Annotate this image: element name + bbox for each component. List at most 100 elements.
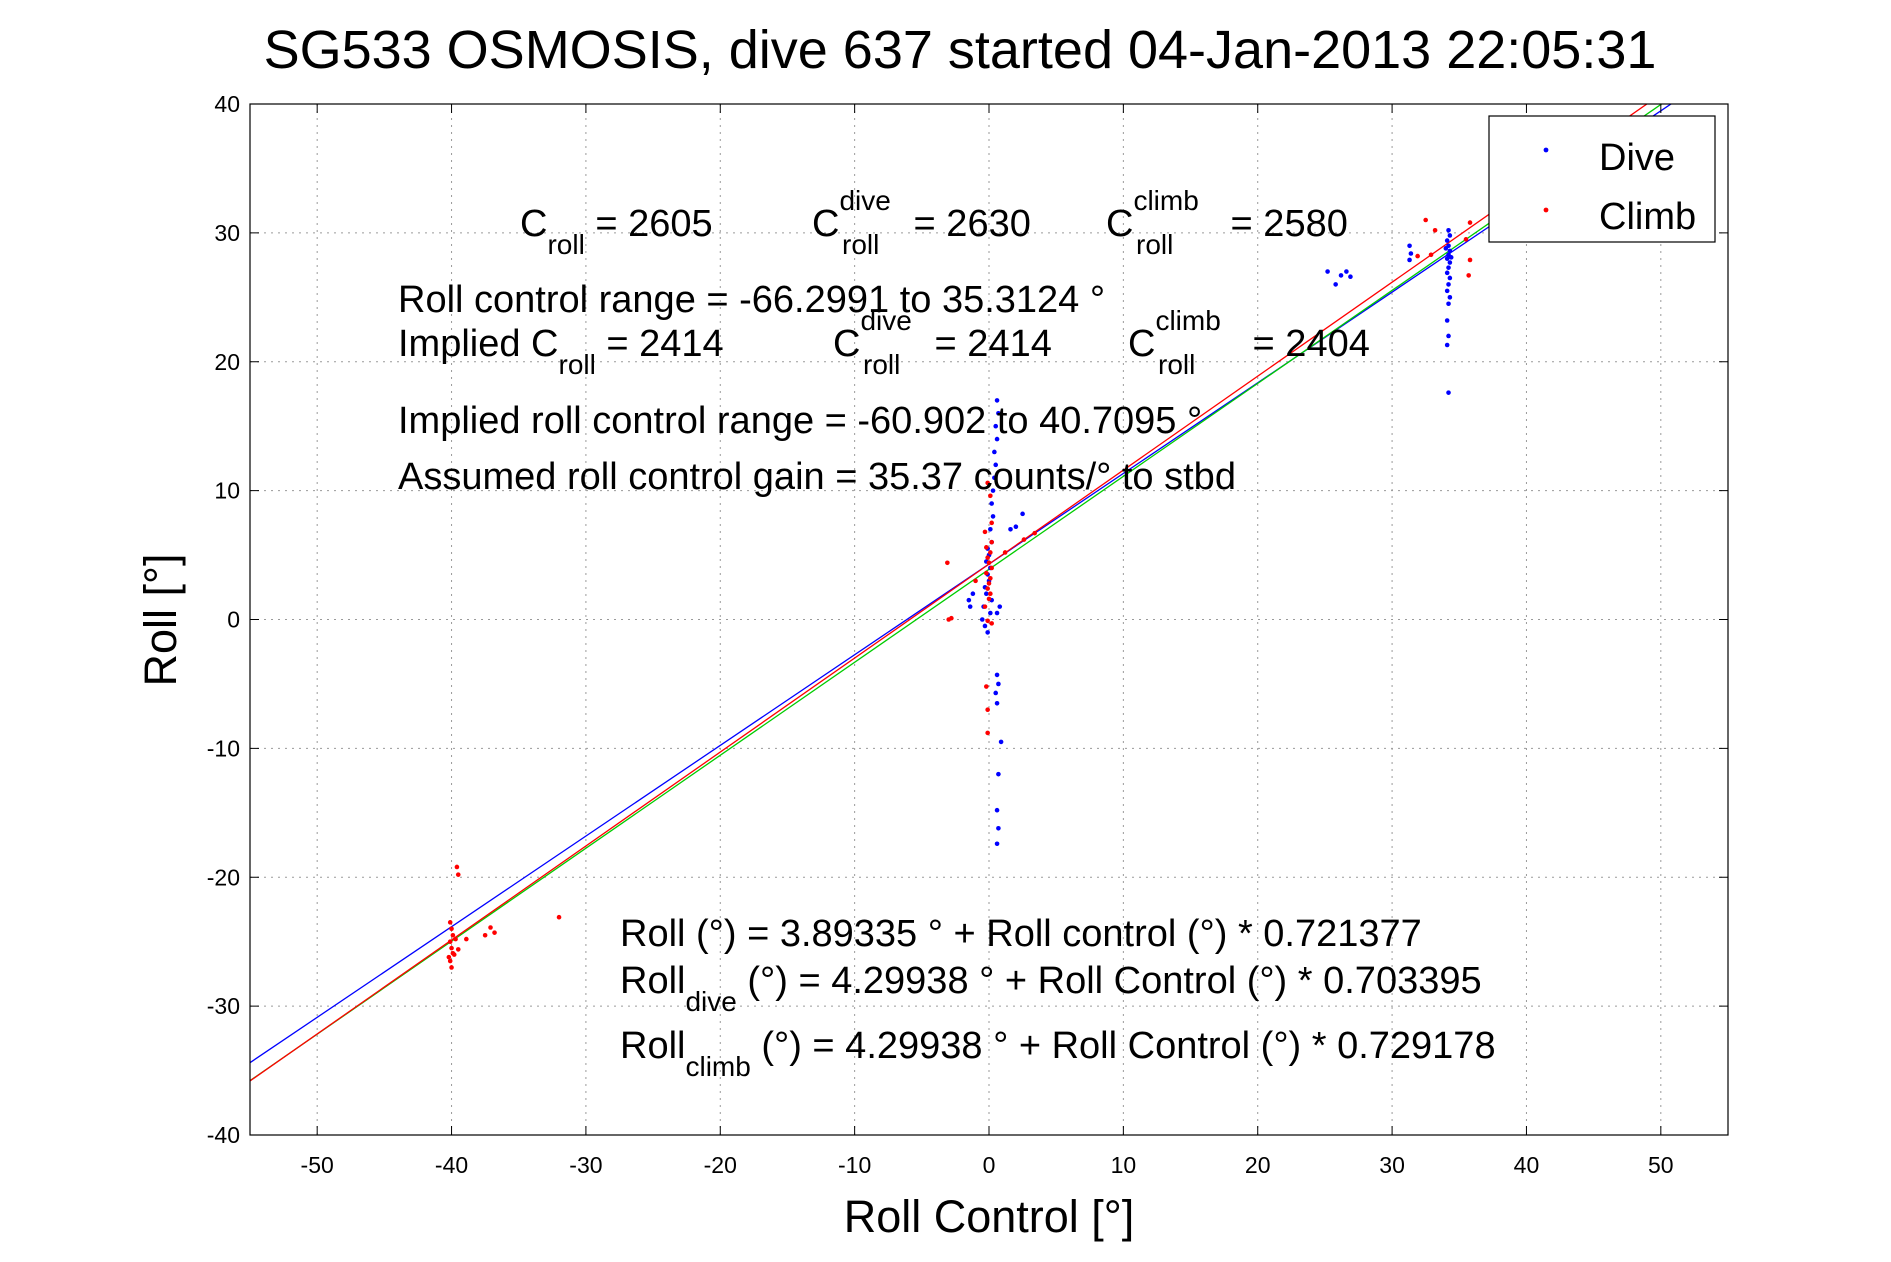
- climb-point: [449, 965, 454, 970]
- dive-point: [982, 623, 988, 629]
- climb-point: [989, 520, 994, 526]
- roll-control-range-text: Roll control range = -66.2991 to 35.3124…: [398, 279, 1105, 321]
- dive-point: [1446, 301, 1451, 307]
- fit-dive-sub: dive: [685, 986, 736, 1017]
- climb-point: [986, 596, 992, 602]
- legend-dive-marker: [1543, 147, 1549, 153]
- climb-point: [1415, 253, 1420, 259]
- dive-point: [1446, 390, 1451, 395]
- dive-point: [1446, 265, 1451, 270]
- implied-c-roll-sub: roll: [559, 349, 596, 380]
- dive-point: [1444, 238, 1450, 243]
- climb-point: [986, 581, 992, 586]
- climb-point: [450, 932, 456, 938]
- dive-point: [993, 462, 999, 468]
- climb-point: [447, 958, 453, 964]
- climb-point: [1428, 252, 1434, 258]
- dive-point: [1447, 260, 1453, 265]
- c-roll-annotation: Croll = 2605: [520, 203, 713, 260]
- climb-point: [989, 565, 994, 571]
- stats-annotations: Croll = 2605 Cdive roll = 2630 Cclimb roll…: [398, 185, 1496, 1082]
- dive-point: [1348, 274, 1353, 279]
- climb-point: [984, 570, 989, 576]
- y-tick-label: 10: [214, 478, 240, 504]
- x-tick-label: -40: [435, 1152, 468, 1178]
- implied-c-roll-prefix: Implied C: [398, 323, 559, 365]
- dive-point: [996, 771, 1001, 777]
- climb-point: [988, 575, 993, 581]
- axis-ticks: -50 -40 -30 -20 -10 0 10 20 30 40 50 -40 -30 -20 -10 0 1…: [207, 91, 1728, 1178]
- fit-climb-sub: climb: [685, 1051, 750, 1082]
- climb-point: [988, 591, 993, 597]
- climb-point: [1467, 257, 1473, 263]
- fit-dive-base: Roll: [620, 960, 685, 1002]
- legend-climb-label: Climb: [1599, 196, 1696, 238]
- climb-point: [482, 932, 488, 938]
- implied-c-roll-dive-sub: roll: [863, 349, 900, 380]
- climb-point: [449, 945, 454, 951]
- legend: Dive Climb: [1488, 115, 1716, 243]
- dive-point: [979, 617, 985, 622]
- climb-point: [1032, 530, 1037, 536]
- c-roll-climb-annotation: Cclimb roll = 2580: [1106, 185, 1348, 260]
- x-tick-label: 0: [983, 1152, 996, 1178]
- dive-point: [1443, 246, 1449, 251]
- climb-point: [1463, 237, 1469, 242]
- dive-point: [1446, 282, 1451, 287]
- x-tick-label: 20: [1245, 1152, 1271, 1178]
- legend-box: [1488, 115, 1716, 243]
- dive-point: [996, 825, 1001, 831]
- y-tick-label: 20: [214, 349, 240, 375]
- dive-point: [994, 672, 1000, 678]
- climb-point: [447, 939, 453, 944]
- dive-point: [1444, 318, 1450, 323]
- climb-point: [945, 560, 950, 566]
- climb-point: [453, 936, 458, 942]
- dive-point: [1008, 526, 1013, 532]
- dive-point: [989, 501, 994, 506]
- y-tick-label: -30: [207, 993, 240, 1019]
- x-axis-label: Roll Control [°]: [844, 1191, 1135, 1242]
- fit-climb-annotation: Rollclimb (°) = 4.29938 ° + Roll Control…: [620, 1025, 1496, 1082]
- dive-point: [1447, 248, 1453, 254]
- implied-c-roll-value: = 2414: [596, 323, 724, 365]
- dive-point: [994, 700, 1000, 706]
- dive-point: [994, 436, 1000, 442]
- climb-point: [1432, 227, 1438, 233]
- legend-dive-label: Dive: [1599, 137, 1675, 179]
- climb-point: [449, 926, 454, 932]
- dive-point: [994, 841, 1000, 847]
- implied-range-text: Implied roll control range = -60.902 to …: [398, 400, 1202, 442]
- y-tick-label: 0: [227, 607, 240, 633]
- climb-point: [985, 730, 990, 736]
- climb-point: [984, 684, 989, 689]
- climb-point: [447, 920, 453, 925]
- dive-point: [966, 597, 972, 603]
- climb-point: [985, 707, 990, 713]
- x-tick-label: -50: [301, 1152, 334, 1178]
- c-roll-climb-base: C: [1106, 203, 1133, 245]
- dive-point: [997, 604, 1003, 609]
- climb-point: [446, 954, 452, 960]
- implied-c-roll-climb-base: C: [1128, 323, 1155, 365]
- climb-point: [989, 621, 994, 626]
- dive-point: [1447, 275, 1453, 281]
- y-tick-label: 30: [214, 220, 240, 246]
- climb-point: [982, 604, 988, 609]
- c-roll-base: C: [520, 203, 547, 245]
- dive-point: [1444, 256, 1450, 261]
- dive-point: [1407, 243, 1412, 249]
- dive-point: [996, 411, 1001, 416]
- dive-point: [967, 604, 973, 609]
- implied-c-roll-climb-annotation: Cclimb roll = 2404: [1128, 305, 1370, 380]
- climb-point: [985, 618, 990, 624]
- c-roll-climb-sup: climb: [1133, 185, 1198, 216]
- x-tick-label: -30: [569, 1152, 602, 1178]
- climb-point: [464, 936, 469, 942]
- climb-point: [986, 560, 992, 566]
- c-roll-dive-value: = 2630: [903, 203, 1031, 245]
- climb-point: [985, 555, 990, 560]
- y-axis-label: Roll [°]: [135, 553, 186, 686]
- climb-point: [1002, 550, 1008, 555]
